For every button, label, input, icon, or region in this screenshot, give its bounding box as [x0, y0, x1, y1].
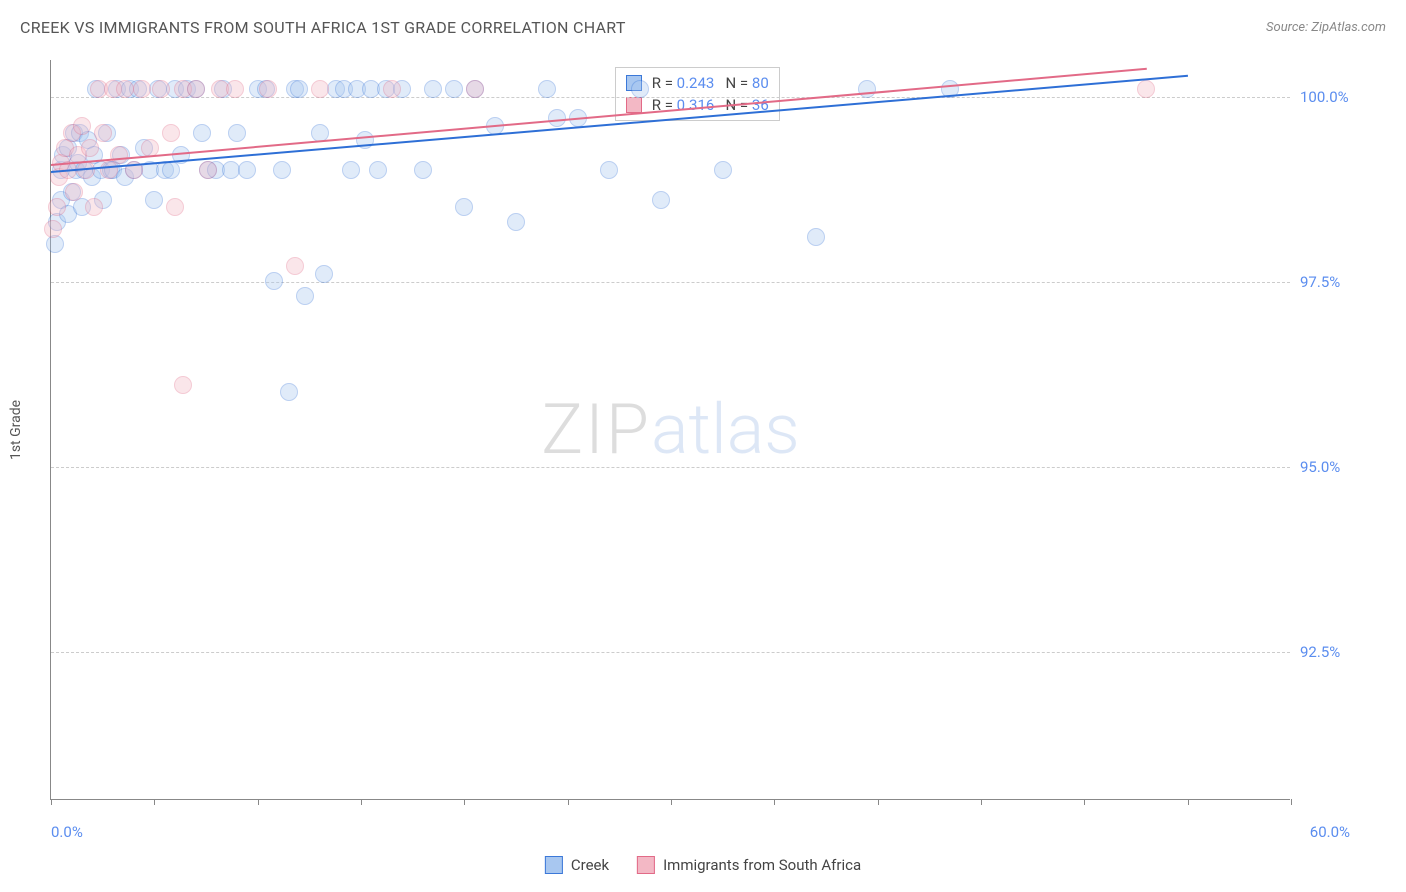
data-point — [383, 80, 401, 98]
data-point — [238, 161, 256, 179]
data-point — [94, 124, 112, 142]
gridline — [51, 652, 1290, 653]
data-point — [714, 161, 732, 179]
stats-swatch — [626, 97, 642, 113]
data-point — [652, 191, 670, 209]
data-point — [455, 198, 473, 216]
x-tick — [51, 799, 52, 805]
x-tick — [1188, 799, 1189, 805]
gridline — [51, 467, 1290, 468]
data-point — [414, 161, 432, 179]
legend-label: Creek — [571, 856, 609, 874]
data-point — [280, 383, 298, 401]
data-point — [290, 80, 308, 98]
legend-label: Immigrants from South Africa — [663, 856, 861, 874]
data-point — [162, 124, 180, 142]
data-point — [315, 265, 333, 283]
data-point — [342, 161, 360, 179]
x-tick — [154, 799, 155, 805]
x-tick — [361, 799, 362, 805]
data-point — [507, 213, 525, 231]
x-tick — [671, 799, 672, 805]
legend-item: Creek — [545, 856, 609, 874]
data-point — [296, 287, 314, 305]
gridline — [51, 282, 1290, 283]
x-tick — [464, 799, 465, 805]
data-point — [85, 198, 103, 216]
y-tick-label: 97.5% — [1300, 273, 1390, 291]
stats-text: R = 0.243 N = 80 — [652, 74, 769, 92]
chart-legend: Creek Immigrants from South Africa — [545, 856, 861, 874]
data-point — [286, 257, 304, 275]
x-axis-max-label: 60.0% — [1310, 823, 1350, 841]
data-point — [311, 80, 329, 98]
data-point — [424, 80, 442, 98]
data-point — [199, 161, 217, 179]
data-point — [1137, 80, 1155, 98]
legend-swatch — [545, 856, 563, 874]
legend-item: Immigrants from South Africa — [637, 856, 861, 874]
data-point — [538, 80, 556, 98]
data-point — [65, 183, 83, 201]
data-point — [228, 124, 246, 142]
data-point — [48, 198, 66, 216]
watermark: ZIPatlas — [541, 389, 799, 471]
x-axis-min-label: 0.0% — [51, 823, 83, 841]
data-point — [187, 80, 205, 98]
y-tick-label: 100.0% — [1300, 88, 1390, 106]
x-tick — [258, 799, 259, 805]
chart-title: CREEK VS IMMIGRANTS FROM SOUTH AFRICA 1S… — [20, 18, 626, 37]
data-point — [166, 198, 184, 216]
chart-source: Source: ZipAtlas.com — [1266, 20, 1386, 35]
chart-plot-area: 1st Grade 0.0% 60.0% ZIPatlas R = 0.243 … — [50, 60, 1290, 800]
data-point — [133, 80, 151, 98]
x-tick — [774, 799, 775, 805]
data-point — [600, 161, 618, 179]
x-tick — [981, 799, 982, 805]
data-point — [858, 80, 876, 98]
data-point — [44, 220, 62, 238]
data-point — [226, 80, 244, 98]
data-point — [265, 272, 283, 290]
data-point — [273, 161, 291, 179]
y-tick-label: 92.5% — [1300, 643, 1390, 661]
y-tick-label: 95.0% — [1300, 458, 1390, 476]
data-point — [73, 117, 91, 135]
chart-header: CREEK VS IMMIGRANTS FROM SOUTH AFRICA 1S… — [20, 18, 1386, 37]
data-point — [445, 80, 463, 98]
chart-container: CREEK VS IMMIGRANTS FROM SOUTH AFRICA 1S… — [0, 0, 1406, 892]
data-point — [116, 80, 134, 98]
x-tick — [568, 799, 569, 805]
legend-swatch — [637, 856, 655, 874]
x-tick — [878, 799, 879, 805]
data-point — [152, 80, 170, 98]
data-point — [369, 161, 387, 179]
data-point — [110, 146, 128, 164]
data-point — [100, 161, 118, 179]
data-point — [193, 124, 211, 142]
data-point — [145, 191, 163, 209]
x-tick — [1084, 799, 1085, 805]
data-point — [631, 80, 649, 98]
y-axis-label: 1st Grade — [8, 399, 24, 459]
data-point — [162, 161, 180, 179]
data-point — [259, 80, 277, 98]
data-point — [466, 80, 484, 98]
data-point — [222, 161, 240, 179]
data-point — [81, 139, 99, 157]
x-tick — [1291, 799, 1292, 805]
data-point — [807, 228, 825, 246]
data-point — [174, 376, 192, 394]
